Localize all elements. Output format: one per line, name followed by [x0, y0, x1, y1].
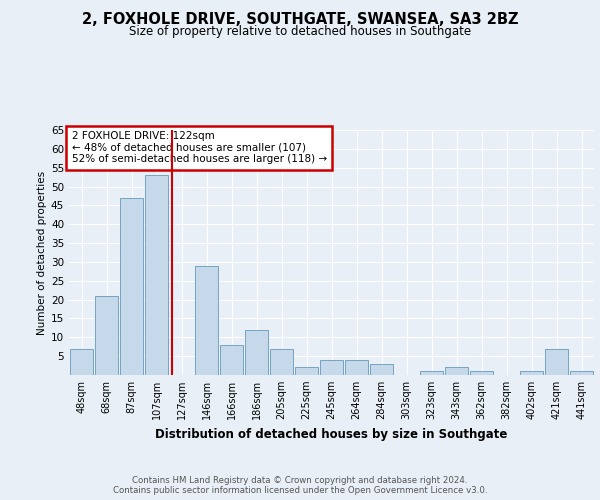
Bar	[245, 330, 268, 375]
Bar	[520, 371, 543, 375]
Bar	[120, 198, 143, 375]
Text: 2, FOXHOLE DRIVE, SOUTHGATE, SWANSEA, SA3 2BZ: 2, FOXHOLE DRIVE, SOUTHGATE, SWANSEA, SA…	[82, 12, 518, 28]
Bar	[195, 266, 218, 375]
Bar	[220, 345, 243, 375]
Bar	[270, 348, 293, 375]
Bar	[420, 371, 443, 375]
Bar	[370, 364, 393, 375]
Text: Size of property relative to detached houses in Southgate: Size of property relative to detached ho…	[129, 25, 471, 38]
Bar	[145, 175, 168, 375]
Bar	[295, 368, 318, 375]
Text: Contains HM Land Registry data © Crown copyright and database right 2024.
Contai: Contains HM Land Registry data © Crown c…	[113, 476, 487, 495]
Bar	[545, 348, 568, 375]
Bar	[470, 371, 493, 375]
Bar	[445, 368, 468, 375]
Bar	[320, 360, 343, 375]
Bar	[570, 371, 593, 375]
Bar	[70, 348, 93, 375]
Bar	[345, 360, 368, 375]
Y-axis label: Number of detached properties: Number of detached properties	[37, 170, 47, 334]
X-axis label: Distribution of detached houses by size in Southgate: Distribution of detached houses by size …	[155, 428, 508, 440]
Bar	[95, 296, 118, 375]
Text: 2 FOXHOLE DRIVE: 122sqm
← 48% of detached houses are smaller (107)
52% of semi-d: 2 FOXHOLE DRIVE: 122sqm ← 48% of detache…	[71, 131, 327, 164]
